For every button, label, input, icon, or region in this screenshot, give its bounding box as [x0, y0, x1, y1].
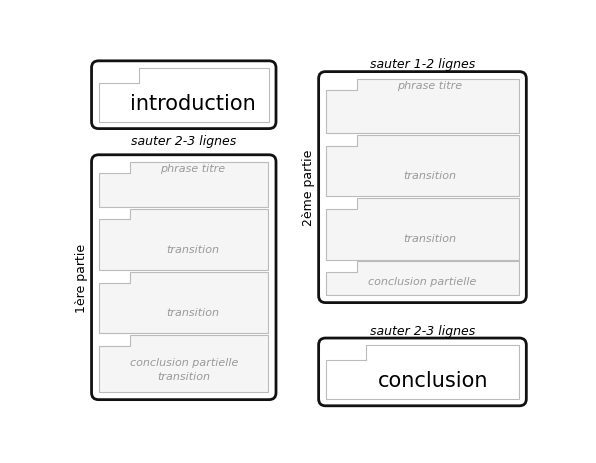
Polygon shape: [327, 262, 519, 295]
Text: transition: transition: [166, 244, 219, 254]
Text: phrase titre: phrase titre: [398, 81, 462, 90]
Text: transition: transition: [166, 307, 219, 317]
Polygon shape: [100, 209, 268, 271]
Text: phrase titre: phrase titre: [160, 163, 225, 174]
FancyBboxPatch shape: [319, 73, 526, 303]
Text: transition: transition: [403, 170, 457, 181]
Text: sauter 1-2 lignes: sauter 1-2 lignes: [370, 58, 475, 71]
Polygon shape: [98, 69, 269, 122]
FancyBboxPatch shape: [92, 156, 276, 400]
Polygon shape: [325, 345, 519, 399]
Polygon shape: [327, 199, 519, 260]
Polygon shape: [100, 163, 268, 208]
FancyBboxPatch shape: [319, 338, 526, 406]
Text: 2ème partie: 2ème partie: [302, 150, 315, 226]
Polygon shape: [327, 80, 519, 134]
Text: 1ère partie: 1ère partie: [75, 243, 88, 312]
Text: conclusion partielle: conclusion partielle: [368, 277, 477, 287]
Text: transition: transition: [403, 233, 457, 244]
Polygon shape: [100, 335, 268, 392]
Text: sauter 2-3 lignes: sauter 2-3 lignes: [370, 324, 475, 337]
Polygon shape: [327, 136, 519, 197]
FancyBboxPatch shape: [92, 62, 276, 129]
Text: conclusion partielle
transition: conclusion partielle transition: [129, 357, 238, 382]
Polygon shape: [100, 272, 268, 334]
Text: conclusion: conclusion: [378, 370, 488, 390]
Text: introduction: introduction: [130, 94, 256, 113]
Text: sauter 2-3 lignes: sauter 2-3 lignes: [131, 135, 237, 148]
